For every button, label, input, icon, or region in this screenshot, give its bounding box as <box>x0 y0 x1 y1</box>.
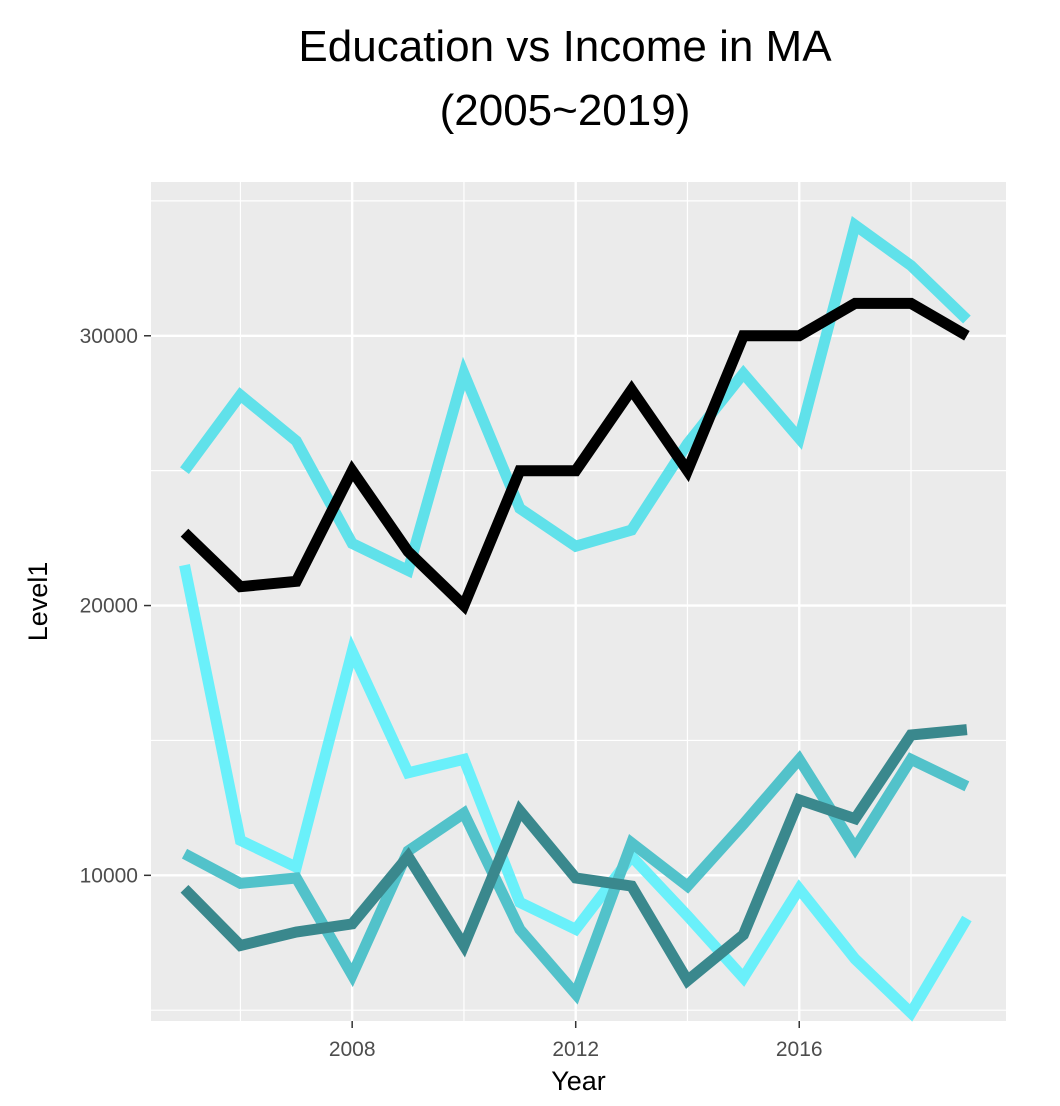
series-line-1 <box>180 216 971 579</box>
y-axis: 10000 20000 30000 <box>80 325 151 887</box>
series-line-5 <box>180 297 970 616</box>
series-group <box>179 216 972 1022</box>
x-tick-label: 2008 <box>329 1038 376 1061</box>
y-tick-label: 10000 <box>80 864 138 887</box>
series-line-3 <box>181 750 970 1005</box>
series-line-2 <box>179 564 972 1022</box>
chart-title: Education vs Income in MA <box>298 22 832 71</box>
series-line-4 <box>180 724 968 989</box>
chart-subtitle: (2005~2019) <box>439 86 691 135</box>
x-axis-title: Year <box>551 1066 606 1096</box>
x-tick-label: 2012 <box>552 1038 599 1061</box>
x-tick-label: 2016 <box>776 1038 823 1061</box>
y-tick-label: 20000 <box>80 595 138 618</box>
x-axis: 2008 2012 2016 <box>329 1021 823 1061</box>
y-tick-label: 30000 <box>80 325 138 348</box>
y-axis-title: Level1 <box>23 562 53 642</box>
